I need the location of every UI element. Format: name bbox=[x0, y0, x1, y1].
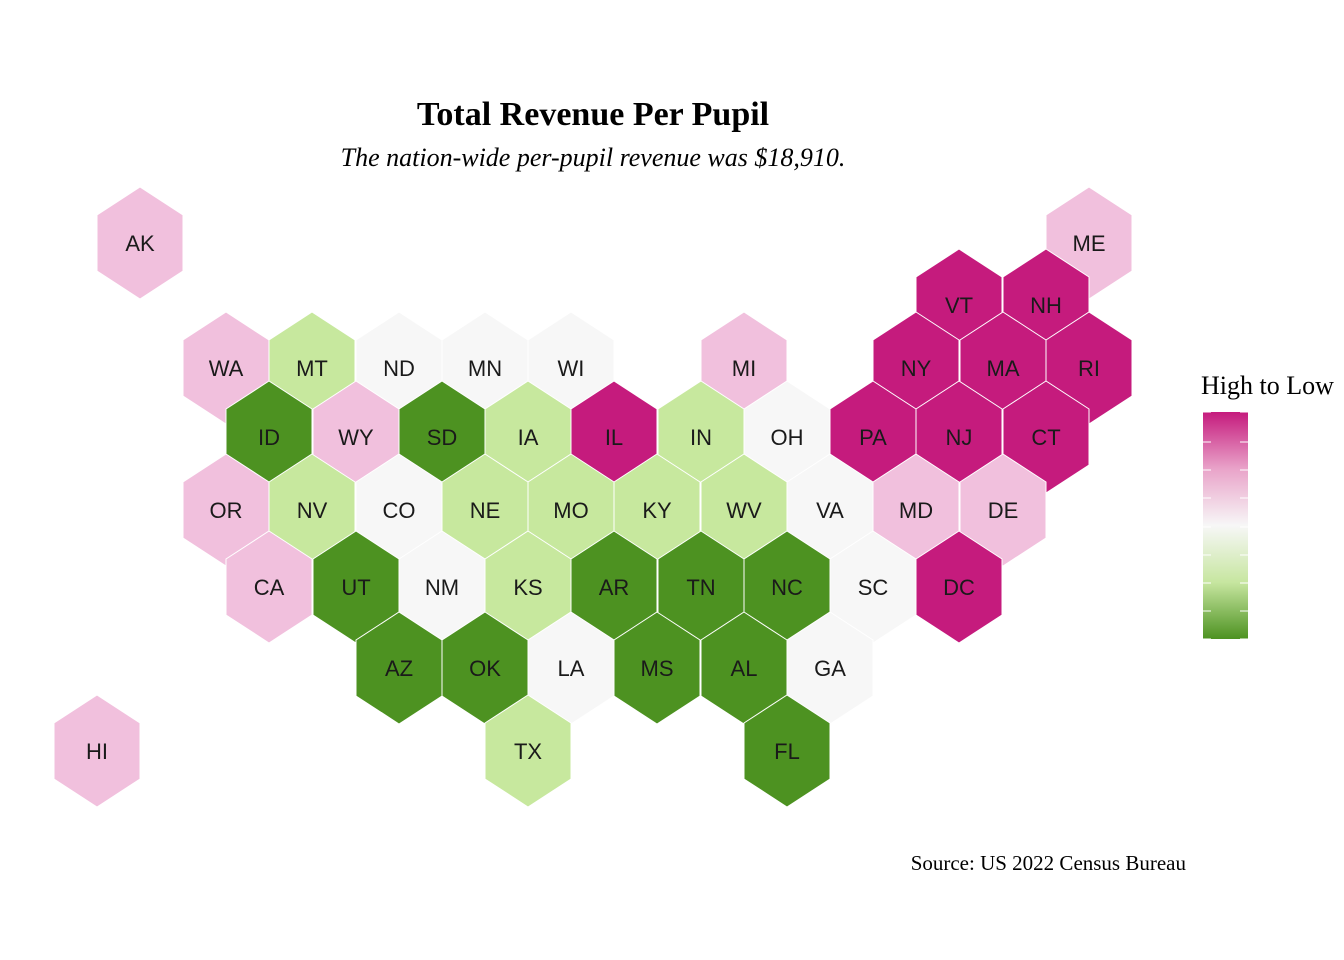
state-label: MN bbox=[468, 356, 502, 381]
state-hex-tx: TX bbox=[484, 694, 572, 808]
state-label: NC bbox=[771, 575, 803, 600]
state-hex-shape bbox=[915, 530, 1003, 644]
state-hex-shape bbox=[96, 186, 184, 300]
state-hex-fl: FL bbox=[743, 694, 831, 808]
state-hex-ak: AK bbox=[96, 186, 184, 300]
state-label: PA bbox=[859, 425, 887, 450]
state-label: AZ bbox=[385, 656, 413, 681]
state-hex-shape bbox=[484, 694, 572, 808]
state-hex-wy: WY bbox=[312, 380, 400, 494]
state-label: CO bbox=[383, 498, 416, 523]
state-hex-ar: AR bbox=[570, 530, 658, 644]
state-hex-hi: HI bbox=[53, 694, 141, 808]
state-hex-shape bbox=[225, 530, 313, 644]
state-label: AR bbox=[599, 575, 630, 600]
state-label: ME bbox=[1073, 231, 1106, 256]
state-hex-ne: NE bbox=[441, 453, 529, 567]
state-label: GA bbox=[814, 656, 846, 681]
state-label: OR bbox=[210, 498, 243, 523]
state-hex-oh: OH bbox=[743, 380, 831, 494]
state-hex-ia: IA bbox=[484, 380, 572, 494]
state-label: NE bbox=[470, 498, 501, 523]
state-label: SD bbox=[427, 425, 458, 450]
state-hex-dc: DC bbox=[915, 530, 1003, 644]
state-hex-shape bbox=[613, 611, 701, 725]
legend-ticks bbox=[1203, 411, 1248, 640]
state-label: IA bbox=[518, 425, 539, 450]
state-hex-il: IL bbox=[570, 380, 658, 494]
state-hex-ga: GA bbox=[786, 611, 874, 725]
state-label: MT bbox=[296, 356, 328, 381]
state-label: ID bbox=[258, 425, 280, 450]
state-label: CT bbox=[1031, 425, 1060, 450]
state-hex-mo: MO bbox=[527, 453, 615, 567]
state-hex-shape bbox=[959, 453, 1047, 567]
state-label: DC bbox=[943, 575, 975, 600]
state-label: NY bbox=[901, 356, 932, 381]
state-label: TN bbox=[686, 575, 715, 600]
state-hex-ca: CA bbox=[225, 530, 313, 644]
state-label: ND bbox=[383, 356, 415, 381]
state-label: MS bbox=[641, 656, 674, 681]
state-hex-sc: SC bbox=[829, 530, 917, 644]
state-hex-tn: TN bbox=[657, 530, 745, 644]
state-label: OK bbox=[469, 656, 501, 681]
state-label: WY bbox=[338, 425, 374, 450]
state-hex-sd: SD bbox=[398, 380, 486, 494]
state-label: LA bbox=[558, 656, 585, 681]
state-label: WV bbox=[726, 498, 762, 523]
state-hexagons: AK ME VT NH WA MT ND MN WI MI NY MA RI ID WY SD IA IL IN OH… bbox=[53, 186, 1133, 808]
state-label: MD bbox=[899, 498, 933, 523]
state-label: WI bbox=[558, 356, 585, 381]
state-label: NM bbox=[425, 575, 459, 600]
state-hex-shape bbox=[743, 694, 831, 808]
state-label: DE bbox=[988, 498, 1019, 523]
state-label: WA bbox=[209, 356, 244, 381]
legend-title: High to Low bbox=[1201, 371, 1334, 400]
state-label: KY bbox=[642, 498, 672, 523]
chart-title: Total Revenue Per Pupil bbox=[417, 96, 769, 133]
state-hex-nv: NV bbox=[268, 453, 356, 567]
state-label: IL bbox=[605, 425, 623, 450]
state-hex-shape bbox=[53, 694, 141, 808]
legend: High to Low bbox=[1201, 371, 1334, 640]
state-hex-ms: MS bbox=[613, 611, 701, 725]
state-label: IN bbox=[690, 425, 712, 450]
state-label: OH bbox=[771, 425, 804, 450]
state-label: MI bbox=[732, 356, 756, 381]
legend-colorbar bbox=[1203, 412, 1248, 639]
state-hex-ut: UT bbox=[312, 530, 400, 644]
chart-subtitle: The nation-wide per-pupil revenue was $1… bbox=[341, 143, 846, 172]
state-hex-pa: PA bbox=[829, 380, 917, 494]
state-hex-va: VA bbox=[786, 453, 874, 567]
state-hex-de: DE bbox=[959, 453, 1047, 567]
state-label: NJ bbox=[946, 425, 973, 450]
state-label: TX bbox=[514, 739, 542, 764]
state-label: VT bbox=[945, 293, 973, 318]
state-label: NH bbox=[1030, 293, 1062, 318]
state-label: VA bbox=[816, 498, 844, 523]
state-label: HI bbox=[86, 739, 108, 764]
state-label: KS bbox=[513, 575, 542, 600]
state-label: FL bbox=[774, 739, 800, 764]
state-label: UT bbox=[341, 575, 370, 600]
state-label: AK bbox=[125, 231, 155, 256]
state-label: AL bbox=[731, 656, 758, 681]
state-label: NV bbox=[297, 498, 328, 523]
state-label: MA bbox=[987, 356, 1020, 381]
state-hex-id: ID bbox=[225, 380, 313, 494]
state-hex-nj: NJ bbox=[915, 380, 1003, 494]
state-label: MO bbox=[553, 498, 588, 523]
state-hex-az: AZ bbox=[355, 611, 443, 725]
state-label: CA bbox=[254, 575, 285, 600]
state-hex-wv: WV bbox=[700, 453, 788, 567]
state-hex-ks: KS bbox=[484, 530, 572, 644]
state-label: RI bbox=[1078, 356, 1100, 381]
state-label: SC bbox=[858, 575, 889, 600]
source-caption: Source: US 2022 Census Bureau bbox=[911, 851, 1187, 875]
state-hex-ky: KY bbox=[613, 453, 701, 567]
